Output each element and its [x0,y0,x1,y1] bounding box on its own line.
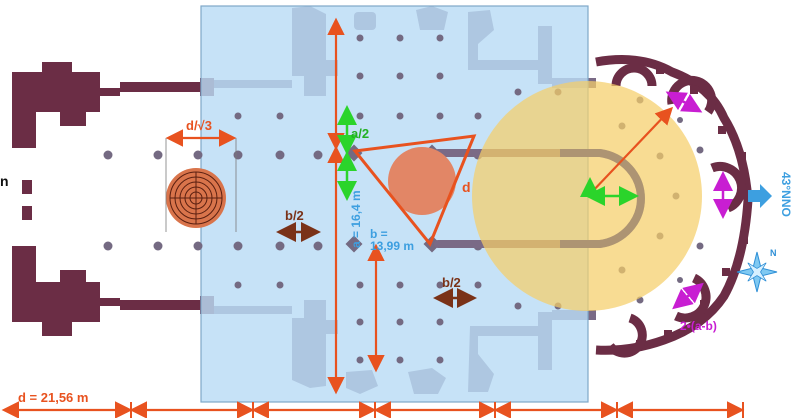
label-compass-n: N [770,248,777,258]
apse-circle [472,81,702,311]
label-a-half: a/2 [351,126,369,141]
label-orientation: 43°NNO [779,172,793,217]
green-dimensions [337,105,639,206]
magenta-dimensions [665,91,733,310]
bottom-ticks [130,402,744,418]
label-b-half-bottom: b/2 [442,275,461,290]
label-b-value-line2: 13,99 m [370,239,414,253]
label-b-half-left: b/2 [285,208,304,223]
label-two-a-minus-b: 2•(a-b) [680,319,717,333]
label-a-value: a = 16,4 m [349,190,363,248]
label-d-bottom: d = 21,56 m [18,390,88,405]
crossing-triangle [352,134,477,247]
labyrinth-icon [166,168,226,228]
label-d-over-root3: d/√3 [186,118,212,133]
orange-dimensions [1,17,745,418]
choir-apse-wall [560,149,645,248]
label-left-edge: n [0,173,9,189]
compass-star-icon [736,251,778,293]
direction-arrow-icon [748,184,772,208]
apse-chapel-notches [630,62,748,348]
brown-dimensions [276,222,477,308]
label-d-triangle: d [462,179,471,195]
crossing-circle [388,147,456,215]
label-b-value-line1: b = [370,227,388,241]
